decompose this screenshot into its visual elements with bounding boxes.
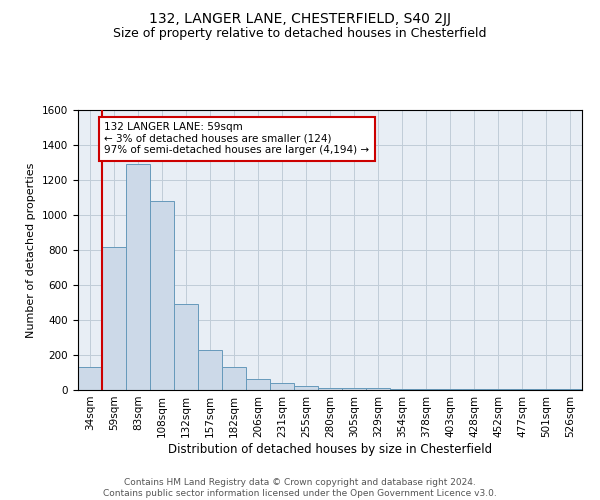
X-axis label: Distribution of detached houses by size in Chesterfield: Distribution of detached houses by size … bbox=[168, 442, 492, 456]
Text: Contains HM Land Registry data © Crown copyright and database right 2024.
Contai: Contains HM Land Registry data © Crown c… bbox=[103, 478, 497, 498]
Bar bbox=[174, 304, 198, 390]
Bar bbox=[150, 201, 174, 390]
Text: 132, LANGER LANE, CHESTERFIELD, S40 2JJ: 132, LANGER LANE, CHESTERFIELD, S40 2JJ bbox=[149, 12, 451, 26]
Bar bbox=[414, 389, 438, 390]
Bar bbox=[270, 384, 294, 390]
Y-axis label: Number of detached properties: Number of detached properties bbox=[26, 162, 37, 338]
Bar bbox=[366, 388, 390, 390]
Bar bbox=[126, 164, 150, 390]
Bar bbox=[390, 389, 414, 390]
Bar bbox=[102, 246, 126, 390]
Text: 132 LANGER LANE: 59sqm
← 3% of detached houses are smaller (124)
97% of semi-det: 132 LANGER LANE: 59sqm ← 3% of detached … bbox=[104, 122, 370, 156]
Bar bbox=[486, 389, 510, 390]
Bar bbox=[534, 389, 558, 390]
Bar bbox=[294, 386, 318, 390]
Bar bbox=[438, 389, 462, 390]
Bar bbox=[198, 350, 222, 390]
Bar bbox=[342, 388, 366, 390]
Bar bbox=[246, 378, 270, 390]
Bar bbox=[510, 389, 534, 390]
Bar bbox=[558, 389, 582, 390]
Bar bbox=[462, 389, 486, 390]
Text: Size of property relative to detached houses in Chesterfield: Size of property relative to detached ho… bbox=[113, 28, 487, 40]
Bar bbox=[222, 367, 246, 390]
Bar bbox=[318, 388, 342, 390]
Bar bbox=[78, 367, 102, 390]
